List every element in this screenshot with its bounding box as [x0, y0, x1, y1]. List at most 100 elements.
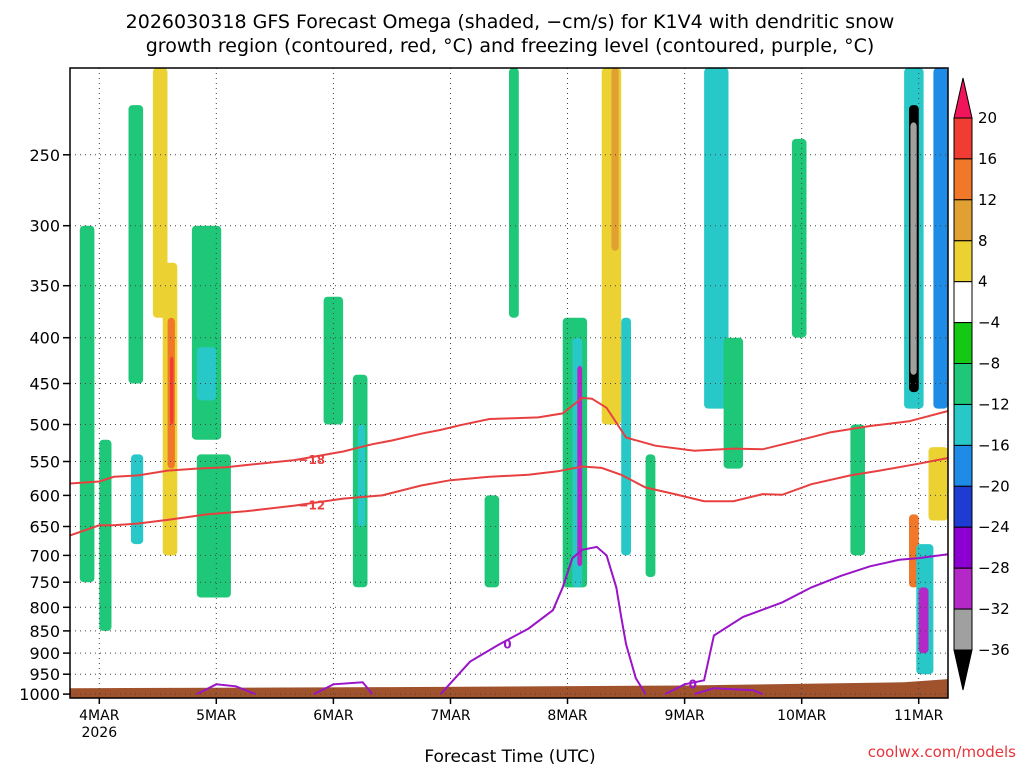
omega-patch [484, 495, 500, 588]
contour-label: 0 [689, 677, 697, 691]
colorbar-label: −28 [978, 559, 1010, 577]
plot-area: −18 −12 0 0 [69, 67, 949, 699]
contour-line--18 [69, 396, 949, 485]
omega-patch [440, 408, 456, 483]
omega-patch [933, 68, 948, 409]
contour-label: −12 [298, 499, 325, 513]
omega-patch [611, 68, 619, 251]
colorbar-segment [953, 281, 973, 324]
contour-label: 0 [503, 637, 511, 651]
chart-title-line2: growth region (contoured, red, °C) and f… [146, 35, 875, 57]
y-tick-label: 400 [29, 329, 60, 348]
colorbar-label: −36 [978, 641, 1010, 659]
y-tick-label: 900 [29, 644, 60, 663]
omega-patch [791, 138, 807, 338]
colorbar-label: 20 [978, 109, 997, 127]
y-tick-label: 800 [29, 598, 60, 617]
x-tick-label: 8MAR [547, 708, 588, 724]
omega-patch [79, 225, 95, 583]
omega-patch [235, 68, 246, 263]
colorbar-segment [953, 363, 973, 405]
omega-patch [928, 447, 948, 521]
colorbar: 20 16 12 8 4 −4 −8 −12 −16 −20 −24 −28 −32 −36 [953, 77, 1010, 691]
omega-patch [850, 424, 865, 556]
omega-patch [704, 68, 729, 409]
y-tick-label: 1000 [19, 685, 60, 704]
y-tick-label: 450 [29, 375, 60, 394]
x-tick-label: 10MAR [777, 708, 826, 724]
x-tick-label: 7MAR [430, 708, 471, 724]
omega-shading [79, 68, 948, 675]
omega-patch [196, 347, 217, 401]
omega-patch [323, 296, 344, 425]
y-tick-label: 350 [29, 277, 60, 296]
x-tick-sublabel: 2026 [81, 725, 117, 741]
contour-line-0C-d [313, 681, 374, 695]
y-tick-label: 950 [29, 665, 60, 684]
contour-line-0C-e [694, 687, 763, 696]
omega-patch [170, 356, 174, 425]
y-tick-label: 250 [29, 146, 60, 165]
ground-fill [70, 679, 948, 698]
credit-text: coolwx.com/models [868, 743, 1016, 761]
y-tick-label: 850 [29, 622, 60, 641]
contour-line-0C-a [439, 545, 647, 695]
colorbar-label: −24 [978, 518, 1010, 536]
colorbar-label: −8 [978, 355, 1000, 373]
omega-patch [879, 408, 900, 509]
x-axis-label: Forecast Time (UTC) [424, 747, 595, 767]
colorbar-segment [953, 404, 973, 446]
x-tick-label: 4MAR [79, 708, 120, 724]
colorbar-label: 4 [978, 273, 988, 291]
y-axis-ticks: 250 300 350 400 450 500 550 600 650 700 750 800 850 9… [19, 146, 70, 704]
omega-patch [191, 225, 222, 440]
colorbar-label: −12 [978, 396, 1010, 414]
contour-line-0C-b [664, 553, 949, 695]
colorbar-label: −32 [978, 600, 1010, 618]
omega-patch [806, 482, 822, 631]
colorbar-top-arrow [953, 77, 973, 119]
chart-title-line1: 2026030318 GFS Forecast Omega (shaded, −… [126, 11, 895, 33]
colorbar-segment [953, 485, 973, 528]
omega-patch [918, 587, 929, 654]
colorbar-segment [953, 117, 973, 160]
omega-patch [645, 454, 656, 577]
colorbar-label: 8 [978, 232, 988, 250]
omega-patch [128, 105, 144, 384]
y-tick-label: 700 [29, 546, 60, 565]
y-tick-label: 550 [29, 453, 60, 472]
omega-patch [679, 317, 695, 527]
colorbar-segment [953, 322, 973, 365]
colorbar-label: 12 [978, 191, 997, 209]
omega-patch [357, 424, 366, 527]
x-tick-label: 11MAR [894, 708, 943, 724]
colorbar-segment [953, 444, 973, 487]
omega-patch [196, 454, 231, 598]
colorbar-label: 16 [978, 150, 997, 168]
colorbar-segment [953, 199, 973, 242]
colorbar-label: −16 [978, 436, 1010, 454]
omega-patch [538, 154, 558, 425]
colorbar-segment [953, 240, 973, 283]
x-tick-label: 9MAR [664, 708, 705, 724]
terrain-ground [70, 679, 948, 698]
y-tick-label: 500 [29, 416, 60, 435]
colorbar-segment [953, 158, 973, 201]
colorbar-segment [953, 526, 973, 569]
omega-patch [767, 184, 783, 357]
omega-patch [910, 122, 917, 375]
colorbar-segment [953, 567, 973, 610]
omega-patch [255, 285, 266, 556]
contour-line--12 [69, 457, 949, 537]
omega-patch [396, 68, 407, 392]
contour-line-0C-c [196, 683, 256, 696]
x-tick-label: 5MAR [196, 708, 237, 724]
colorbar-bottom-arrow [953, 649, 973, 691]
omega-patch [99, 439, 112, 631]
contour-label: −18 [298, 453, 325, 467]
y-tick-label: 650 [29, 518, 60, 537]
y-tick-label: 300 [29, 217, 60, 236]
colorbar-label: −4 [978, 314, 1000, 332]
